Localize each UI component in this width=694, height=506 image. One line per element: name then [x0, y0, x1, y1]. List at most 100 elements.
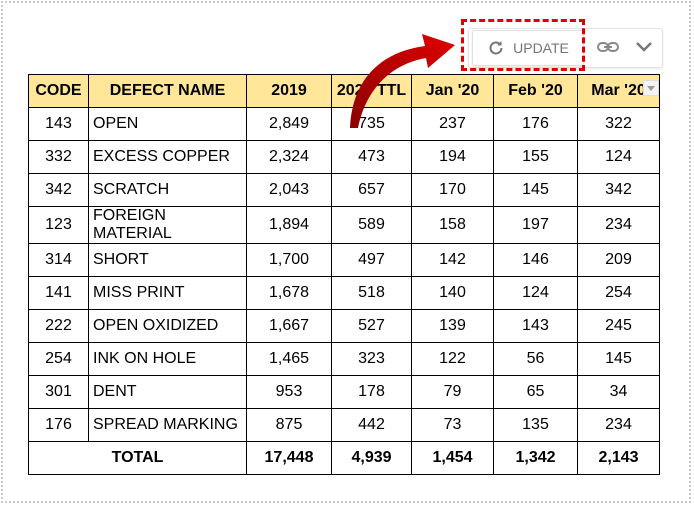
update-button[interactable]: UPDATE	[472, 30, 584, 66]
table-cell[interactable]: 2,324	[246, 140, 332, 174]
table-cell[interactable]: 735	[331, 107, 412, 141]
table-cell[interactable]: 875	[246, 408, 332, 442]
update-label: UPDATE	[513, 40, 569, 56]
total-cell[interactable]: 2,143	[577, 441, 660, 475]
col-header[interactable]: CODE	[28, 74, 89, 108]
table-cell[interactable]: 124	[577, 140, 660, 174]
table-cell[interactable]: 342	[28, 173, 89, 207]
table-cell[interactable]: 332	[28, 140, 89, 174]
table-cell[interactable]: 145	[577, 342, 660, 376]
table-cell[interactable]: 141	[28, 276, 89, 310]
table-row: 301 DENT 953 178 79 65 34	[28, 375, 660, 409]
header-row: CODE DEFECT NAME 2019 2020 TTL Jan '20 F…	[28, 74, 660, 108]
table-cell[interactable]: 589	[331, 206, 412, 244]
table-cell[interactable]: 142	[411, 243, 494, 277]
table-cell[interactable]: 176	[493, 107, 578, 141]
table-cell[interactable]: 145	[493, 173, 578, 207]
table-row: 123 FOREIGN MATERIAL 1,894 589 158 197 234	[28, 206, 660, 244]
table-cell[interactable]: 245	[577, 309, 660, 343]
table-cell[interactable]: 79	[411, 375, 494, 409]
highlight-box	[461, 19, 585, 71]
table-cell[interactable]: 1,700	[246, 243, 332, 277]
table-cell[interactable]: INK ON HOLE	[88, 342, 247, 376]
table-cell[interactable]: MISS PRINT	[88, 276, 247, 310]
total-cell[interactable]: 1,454	[411, 441, 494, 475]
table-cell[interactable]: 140	[411, 276, 494, 310]
table-cell[interactable]: 2,043	[246, 173, 332, 207]
table-cell[interactable]: 155	[493, 140, 578, 174]
table-cell[interactable]: 518	[331, 276, 412, 310]
table-cell[interactable]: 497	[331, 243, 412, 277]
col-header[interactable]: DEFECT NAME	[88, 74, 247, 108]
col-header[interactable]: 2020 TTL	[331, 74, 412, 108]
table-cell[interactable]: 65	[493, 375, 578, 409]
table-row: 332 EXCESS COPPER 2,324 473 194 155 124	[28, 140, 660, 174]
table-cell[interactable]: 237	[411, 107, 494, 141]
table-cell[interactable]: 139	[411, 309, 494, 343]
table-cell[interactable]: 146	[493, 243, 578, 277]
table-cell[interactable]: 527	[331, 309, 412, 343]
total-label: TOTAL	[28, 441, 247, 475]
table-cell[interactable]: 158	[411, 206, 494, 244]
table-cell[interactable]: 209	[577, 243, 660, 277]
table-cell[interactable]: 176	[28, 408, 89, 442]
total-cell[interactable]: 1,342	[493, 441, 578, 475]
table-cell[interactable]: 34	[577, 375, 660, 409]
link-icon[interactable]	[596, 38, 620, 56]
table-row: 143 OPEN 2,849 735 237 176 322	[28, 107, 660, 141]
table-cell[interactable]: SCRATCH	[88, 173, 247, 207]
col-header[interactable]: Jan '20	[411, 74, 494, 108]
table-cell[interactable]: 953	[246, 375, 332, 409]
table-cell[interactable]: 254	[577, 276, 660, 310]
table-cell[interactable]: 143	[493, 309, 578, 343]
table-cell[interactable]: 135	[493, 408, 578, 442]
table-cell[interactable]: 442	[331, 408, 412, 442]
table-cell[interactable]: 314	[28, 243, 89, 277]
table-cell[interactable]: 56	[493, 342, 578, 376]
col-header[interactable]: 2019	[246, 74, 332, 108]
table-cell[interactable]: 170	[411, 173, 494, 207]
table-cell[interactable]: 143	[28, 107, 89, 141]
total-row: TOTAL 17,448 4,939 1,454 1,342 2,143	[28, 441, 660, 475]
table-cell[interactable]: EXCESS COPPER	[88, 140, 247, 174]
table-cell[interactable]: 1,465	[246, 342, 332, 376]
table-cell[interactable]: 473	[331, 140, 412, 174]
table-cell[interactable]: OPEN	[88, 107, 247, 141]
table-cell[interactable]: 301	[28, 375, 89, 409]
table-cell[interactable]: OPEN OXIDIZED	[88, 309, 247, 343]
table-cell[interactable]: 1,894	[246, 206, 332, 244]
table-cell[interactable]: 234	[577, 206, 660, 244]
total-cell[interactable]: 4,939	[331, 441, 412, 475]
table-cell[interactable]: 73	[411, 408, 494, 442]
table-cell[interactable]: 254	[28, 342, 89, 376]
table-row: 342 SCRATCH 2,043 657 170 145 342	[28, 173, 660, 207]
table-cell[interactable]: 222	[28, 309, 89, 343]
table-cell[interactable]: 323	[331, 342, 412, 376]
table-cell[interactable]: 178	[331, 375, 412, 409]
table-cell[interactable]: 123	[28, 206, 89, 244]
table-cell[interactable]: 342	[577, 173, 660, 207]
table-row: 222 OPEN OXIDIZED 1,667 527 139 143 245	[28, 309, 660, 343]
table-cell[interactable]: 2,849	[246, 107, 332, 141]
chevron-down-icon[interactable]	[634, 38, 654, 56]
table-row: 254 INK ON HOLE 1,465 323 122 56 145	[28, 342, 660, 376]
table-cell[interactable]: DENT	[88, 375, 247, 409]
table-cell[interactable]: 322	[577, 107, 660, 141]
table-cell[interactable]: SPREAD MARKING	[88, 408, 247, 442]
table-cell[interactable]: 122	[411, 342, 494, 376]
table-cell[interactable]: 194	[411, 140, 494, 174]
table-cell[interactable]: 1,678	[246, 276, 332, 310]
table-cell[interactable]: FOREIGN MATERIAL	[88, 206, 247, 244]
total-cell[interactable]: 17,448	[246, 441, 332, 475]
filter-dropdown-icon[interactable]	[643, 80, 659, 96]
table-row: 141 MISS PRINT 1,678 518 140 124 254	[28, 276, 660, 310]
table-cell[interactable]: 1,667	[246, 309, 332, 343]
refresh-icon	[489, 41, 503, 55]
table-cell[interactable]: SHORT	[88, 243, 247, 277]
col-header[interactable]: Feb '20	[493, 74, 578, 108]
table-cell[interactable]: 657	[331, 173, 412, 207]
table-cell[interactable]: 234	[577, 408, 660, 442]
table-cell[interactable]: 124	[493, 276, 578, 310]
table-cell[interactable]: 197	[493, 206, 578, 244]
